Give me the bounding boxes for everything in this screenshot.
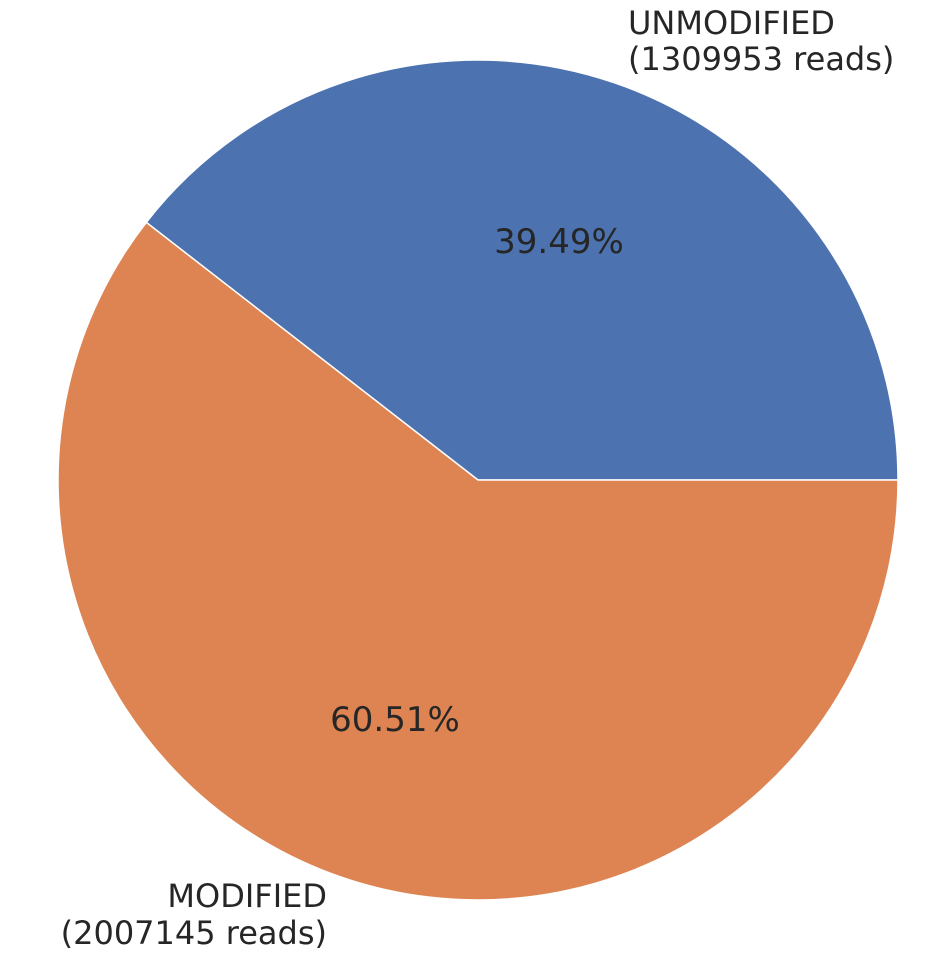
slice-name-label-modified: MODIFIED [167, 877, 327, 915]
slice-percent-label-modified: 60.51% [330, 700, 460, 740]
slice-percent-label-unmodified: 39.49% [494, 222, 624, 262]
pie-labels: 39.49% 60.51% UNMODIFIED (1309953 reads)… [61, 4, 895, 952]
pie-slices [57, 59, 899, 901]
slice-count-label-unmodified: (1309953 reads) [628, 40, 894, 78]
slice-name-label-unmodified: UNMODIFIED [628, 4, 835, 42]
pie-slice-unmodified [145, 59, 899, 481]
slice-count-label-modified: (2007145 reads) [61, 914, 327, 952]
pie-slice-modified [57, 221, 899, 901]
